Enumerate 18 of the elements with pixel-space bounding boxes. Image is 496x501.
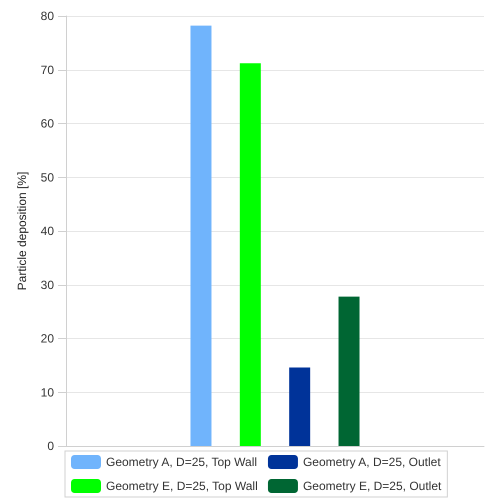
y-tick-label: 70 (40, 62, 54, 77)
y-tick-label: 80 (40, 9, 54, 23)
legend-label: Geometry E, D=25, Outlet (302, 479, 442, 493)
y-tick-label: 20 (40, 332, 54, 346)
legend-label: Geometry A, D=25, Outlet (302, 455, 442, 469)
legend-label: Geometry E, D=25, Top Wall (106, 479, 258, 493)
y-tick-label: 40 (40, 224, 54, 238)
bar (190, 26, 212, 446)
y-axis-title: Particle deposition [%] (15, 172, 29, 290)
y-tick-label: 10 (40, 385, 54, 400)
y-tick-label: 0 (47, 439, 54, 453)
bar (240, 63, 261, 446)
legend-label: Geometry A, D=25, Top Wall (106, 455, 258, 469)
y-tick-label: 50 (40, 170, 54, 184)
y-tick-label: 60 (40, 116, 54, 130)
bar (289, 368, 310, 446)
y-tick-label: 30 (40, 278, 54, 292)
bar (338, 296, 360, 446)
